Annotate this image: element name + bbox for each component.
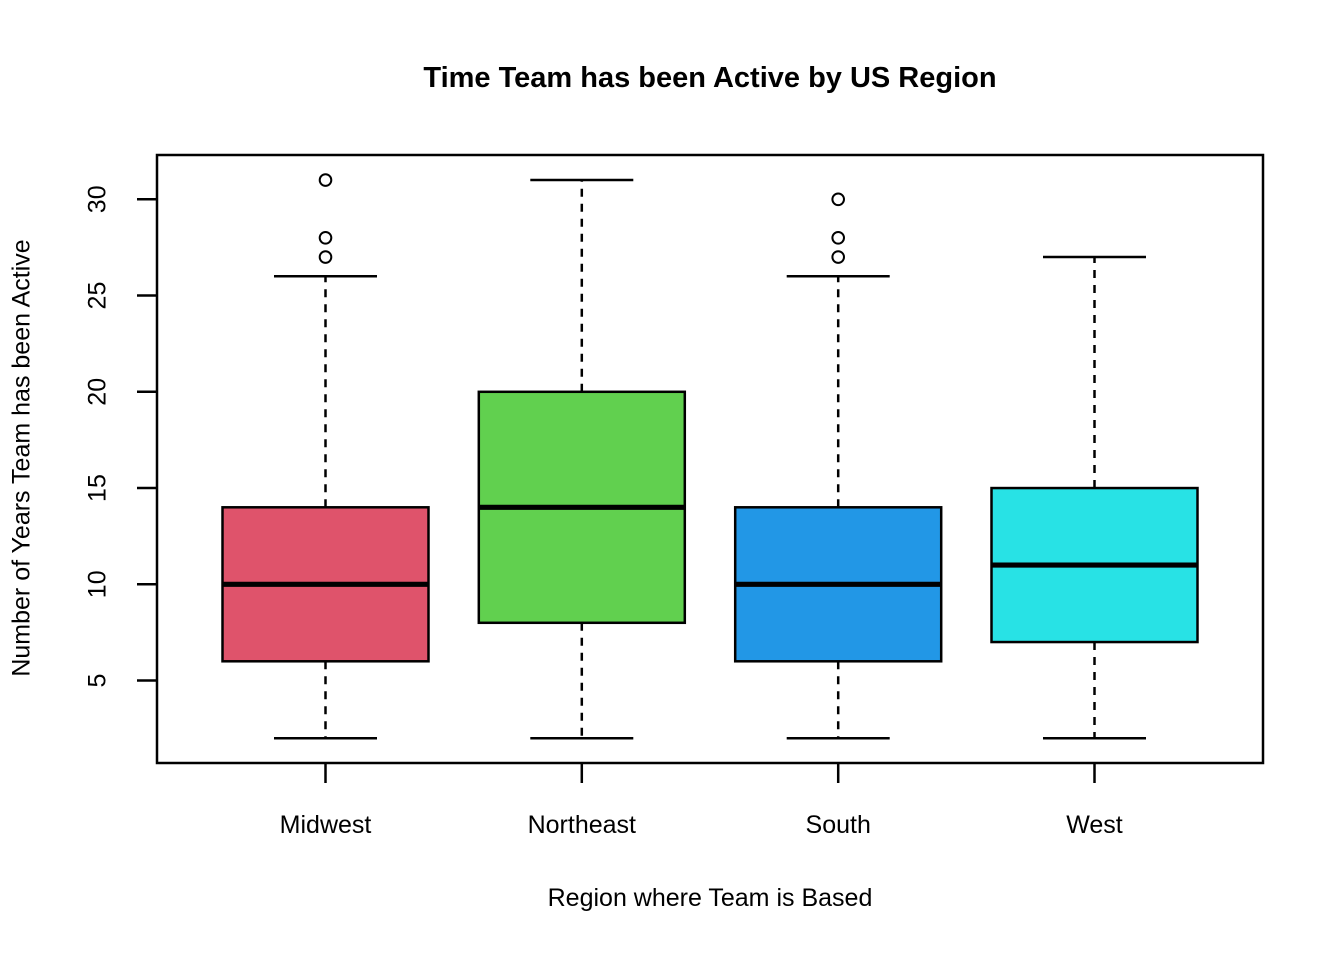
x-axis-label: Region where Team is Based [547,884,873,912]
category-label-northeast: Northeast [528,811,636,839]
category-label-midwest: Midwest [280,811,372,839]
y-axis-label: Number of Years Team has been Active [7,239,36,677]
outlier-point-midwest [318,250,333,264]
y-tick-label: 5 [84,674,112,688]
y-tick-label: 15 [84,474,112,502]
y-tick-label: 10 [84,570,112,598]
category-label-west: West [1066,811,1123,839]
y-tick-label: 25 [84,282,112,310]
category-label-south: South [806,811,871,839]
outlier-point-south [831,192,846,207]
y-tick-label: 20 [84,378,112,406]
y-tick-label: 30 [84,185,112,213]
plot-frame [155,153,1265,765]
outlier-point-midwest [318,231,333,245]
outlier-point-midwest [318,173,333,187]
outlier-point-south [831,250,846,264]
outlier-point-south [831,231,846,245]
chart-title: Time Team has been Active by US Region [423,62,997,94]
